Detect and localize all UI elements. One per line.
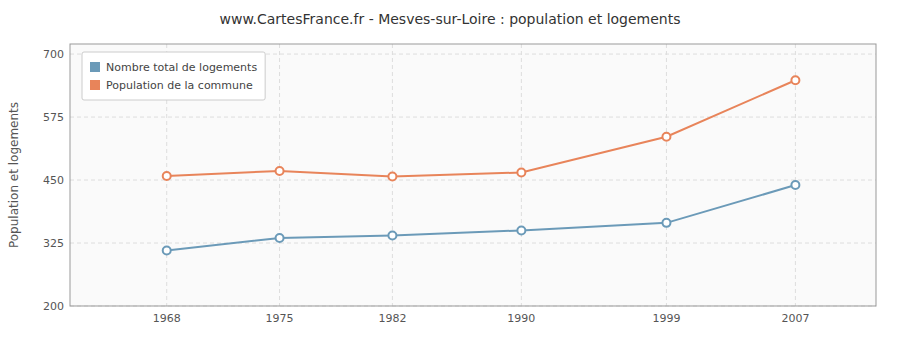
y-tick-label: 200 bbox=[43, 300, 64, 313]
legend-box bbox=[82, 52, 265, 100]
series-marker bbox=[791, 76, 799, 84]
legend: Nombre total de logements Population de l… bbox=[82, 52, 265, 100]
series-group bbox=[163, 76, 800, 254]
x-grid-line bbox=[666, 44, 667, 306]
title: www.CartesFrance.fr - Mesves-sur-Loire :… bbox=[219, 11, 680, 27]
series-marker bbox=[388, 173, 396, 181]
series-marker bbox=[662, 133, 670, 141]
legend-swatch bbox=[90, 62, 100, 72]
series-marker bbox=[163, 172, 171, 180]
y-grid-line bbox=[70, 243, 876, 244]
series-marker bbox=[276, 167, 284, 175]
series-line bbox=[167, 185, 796, 251]
y-tick-label: 700 bbox=[43, 48, 64, 61]
x-tick-label: 2007 bbox=[781, 312, 809, 325]
x-tick-label: 1982 bbox=[378, 312, 406, 325]
y-axis-label: Population et logements bbox=[7, 102, 21, 248]
y-tick-label: 325 bbox=[43, 237, 64, 250]
plot-frame bbox=[70, 44, 876, 306]
series-marker bbox=[791, 181, 799, 189]
plot-area bbox=[70, 44, 876, 306]
y-tick-label: 450 bbox=[43, 174, 64, 187]
y-tick-label: 575 bbox=[43, 111, 64, 124]
legend-swatch bbox=[90, 80, 100, 90]
x-tick-label: 1975 bbox=[266, 312, 294, 325]
series-marker bbox=[276, 234, 284, 242]
y-grid-line bbox=[70, 117, 876, 118]
series-marker bbox=[388, 231, 396, 239]
y-grid-line bbox=[70, 180, 876, 181]
series-marker bbox=[517, 168, 525, 176]
chart: 200 325 450 575 700 1968 1975 1982 1990 1999 2007 w… bbox=[0, 0, 900, 340]
series-marker bbox=[662, 219, 670, 227]
x-tick-label: 1990 bbox=[507, 312, 535, 325]
legend-label: Nombre total de logements bbox=[106, 61, 257, 74]
x-tick-label: 1968 bbox=[153, 312, 181, 325]
x-tick-label: 1999 bbox=[652, 312, 680, 325]
series-marker bbox=[163, 247, 171, 255]
series-marker bbox=[517, 226, 525, 234]
legend-label: Population de la commune bbox=[106, 79, 253, 92]
